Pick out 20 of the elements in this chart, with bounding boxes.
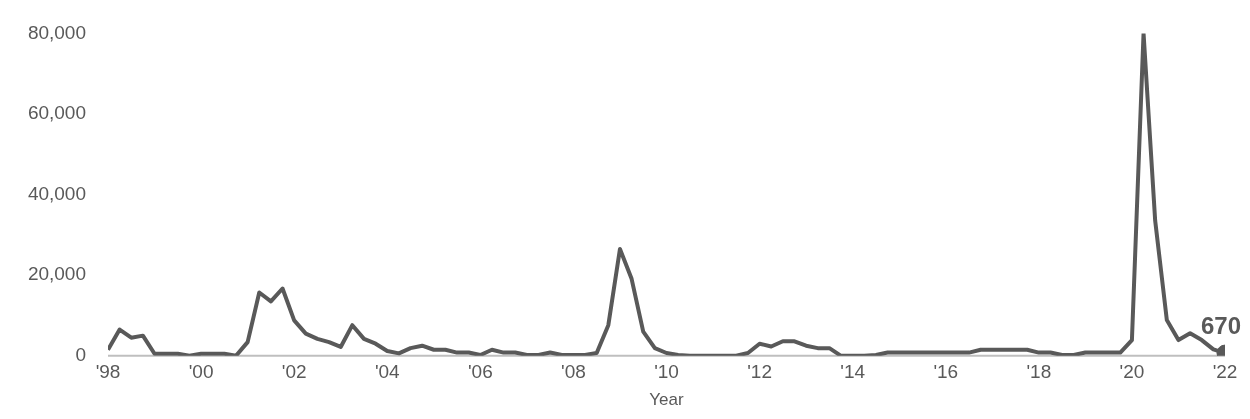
y-tick-label: 80,000 [27,21,86,43]
x-tick-label: '12 [747,361,772,383]
x-tick-label: '18 [1026,361,1052,383]
x-tick-label: '06 [467,361,493,383]
x-tick-label: '16 [933,361,959,383]
x-axis-title: Year [649,390,685,410]
y-tick-label: 20,000 [27,263,86,285]
x-tick-label: '00 [188,361,214,383]
x-tick-label: '04 [374,361,401,383]
x-tick-label: '14 [840,361,866,383]
x-tick-label: '02 [281,361,307,383]
y-tick-label: 0 [75,344,86,366]
y-tick-label: 40,000 [27,182,86,204]
x-tick-label: '98 [95,361,121,383]
x-tick-label: '22 [1212,361,1238,383]
x-tick-label: '08 [561,361,586,383]
x-tick-label: '10 [654,361,679,383]
data-label: 670 [1200,311,1242,339]
x-tick-label: '20 [1119,361,1145,383]
y-tick-label: 60,000 [27,102,86,124]
